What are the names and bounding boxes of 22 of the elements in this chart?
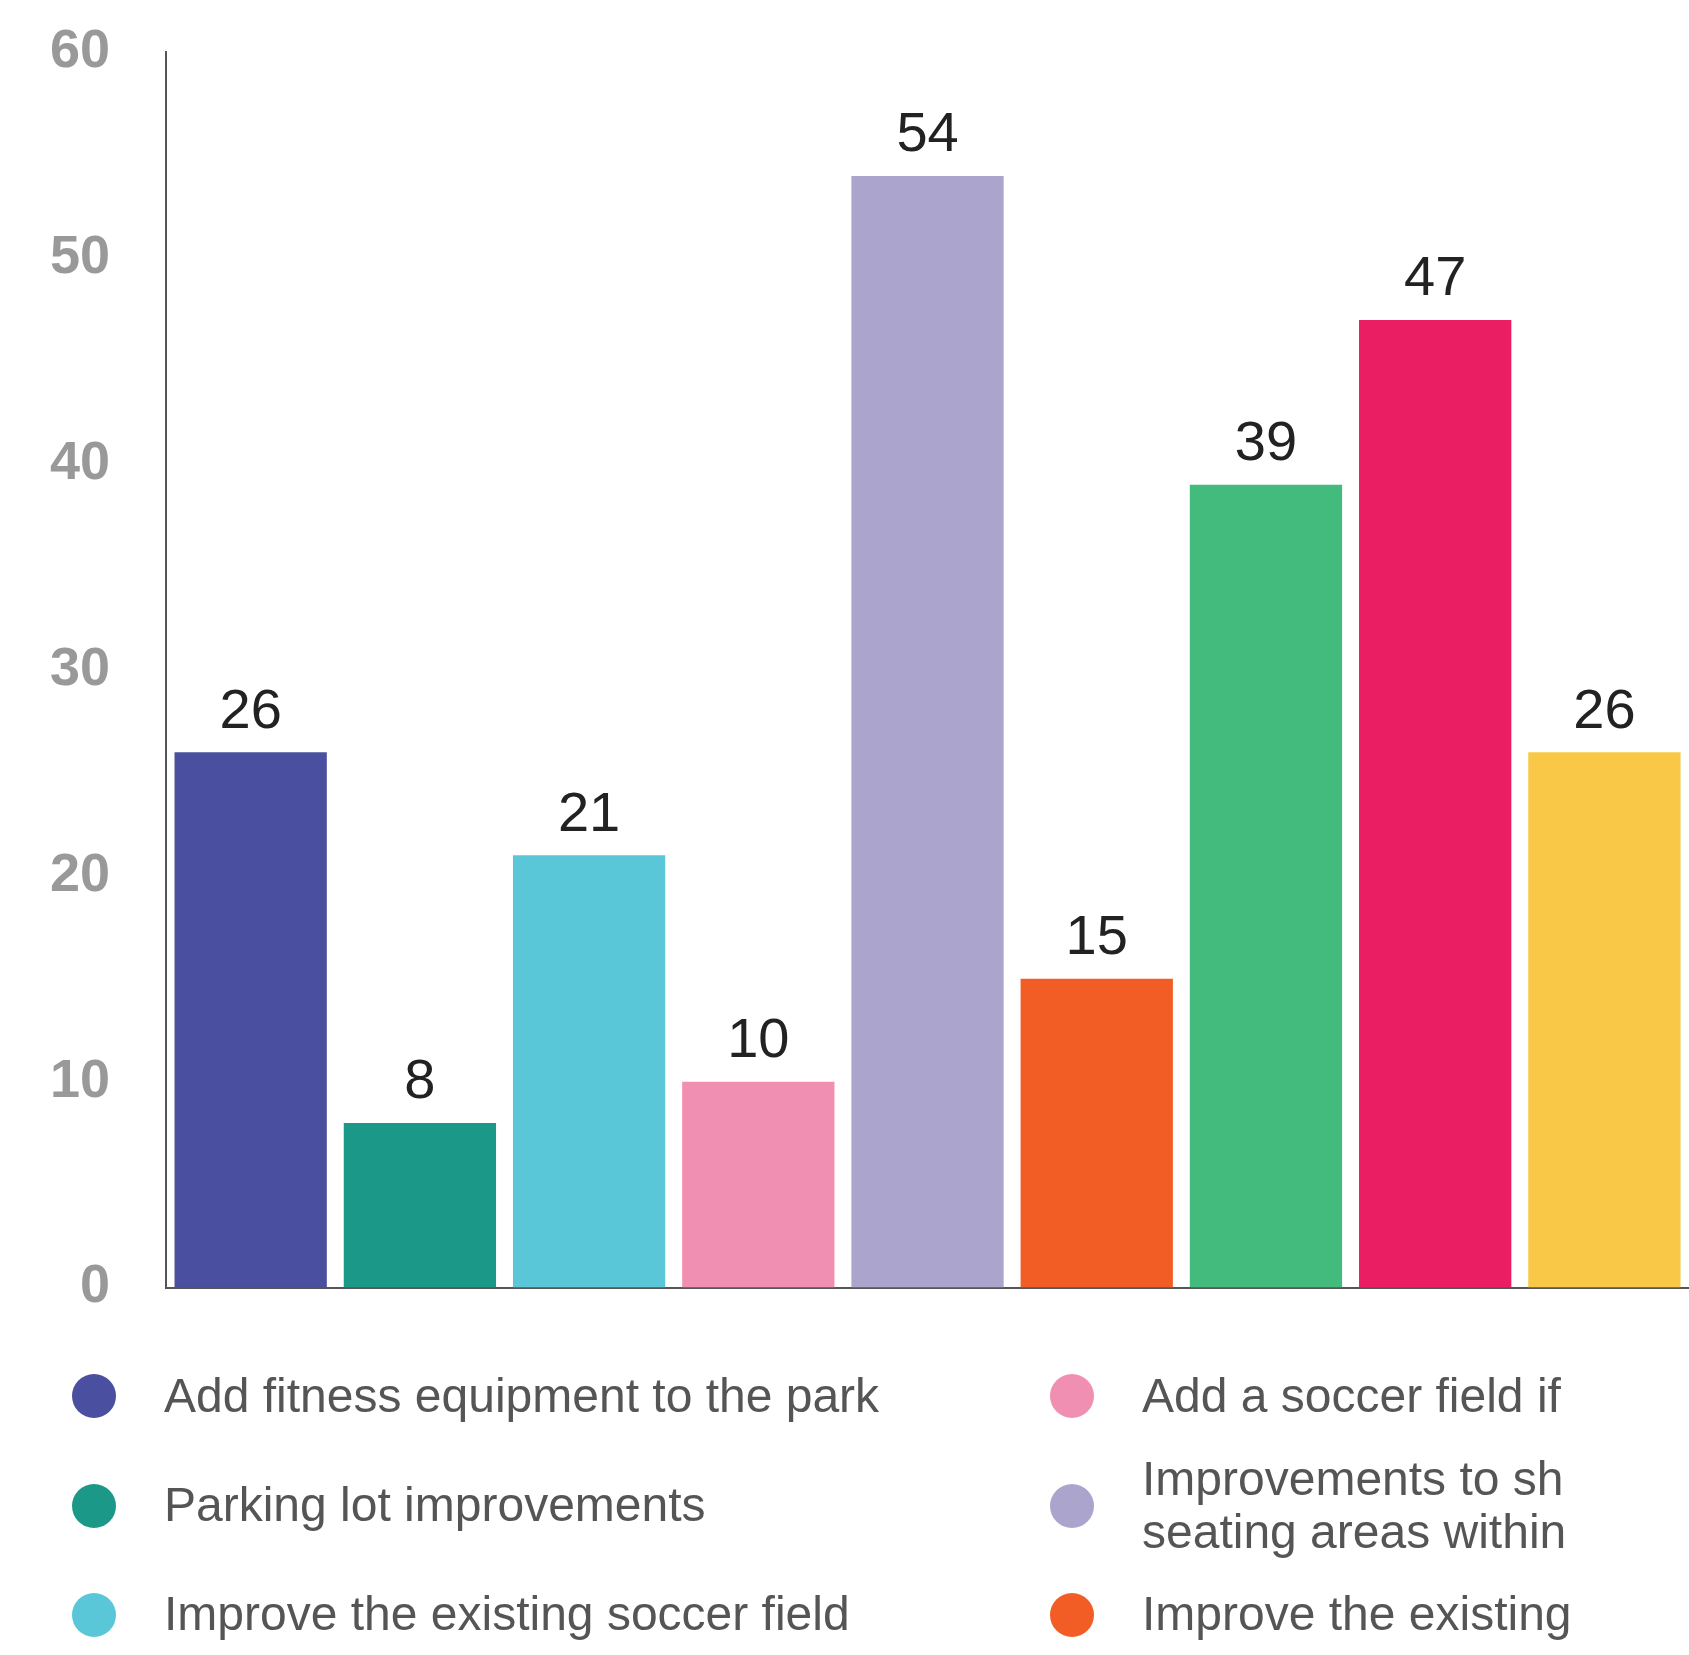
legend-label: Improve the existing bbox=[1142, 1587, 1572, 1642]
y-tick-label: 30 bbox=[49, 635, 111, 696]
data-label: 8 bbox=[404, 1047, 436, 1111]
data-label: 21 bbox=[557, 779, 621, 843]
legend-label: Parking lot improvements bbox=[164, 1478, 706, 1532]
y-tick-label: 20 bbox=[49, 841, 111, 902]
legend-label: Add a soccer field if bbox=[1142, 1369, 1561, 1423]
data-label: 10 bbox=[727, 1006, 790, 1070]
y-tick-label: 50 bbox=[49, 224, 111, 285]
data-label: 15 bbox=[1065, 903, 1128, 967]
data-label: 47 bbox=[1404, 244, 1467, 308]
y-tick-label: 60 bbox=[49, 18, 111, 79]
y-tick-label: 10 bbox=[49, 1047, 111, 1108]
legend-label: Add fitness equipment to the park bbox=[164, 1369, 880, 1423]
data-label: 54 bbox=[896, 100, 959, 164]
legend-label: Improvements to sh seating areas within bbox=[1142, 1451, 1568, 1559]
data-label: 26 bbox=[219, 676, 282, 740]
y-tick-label: 40 bbox=[49, 430, 111, 491]
legend-label: Improve the existing soccer field bbox=[164, 1587, 850, 1642]
data-label: 39 bbox=[1234, 409, 1298, 473]
data-label: 26 bbox=[1573, 676, 1636, 740]
y-tick-label: 0 bbox=[80, 1253, 111, 1314]
